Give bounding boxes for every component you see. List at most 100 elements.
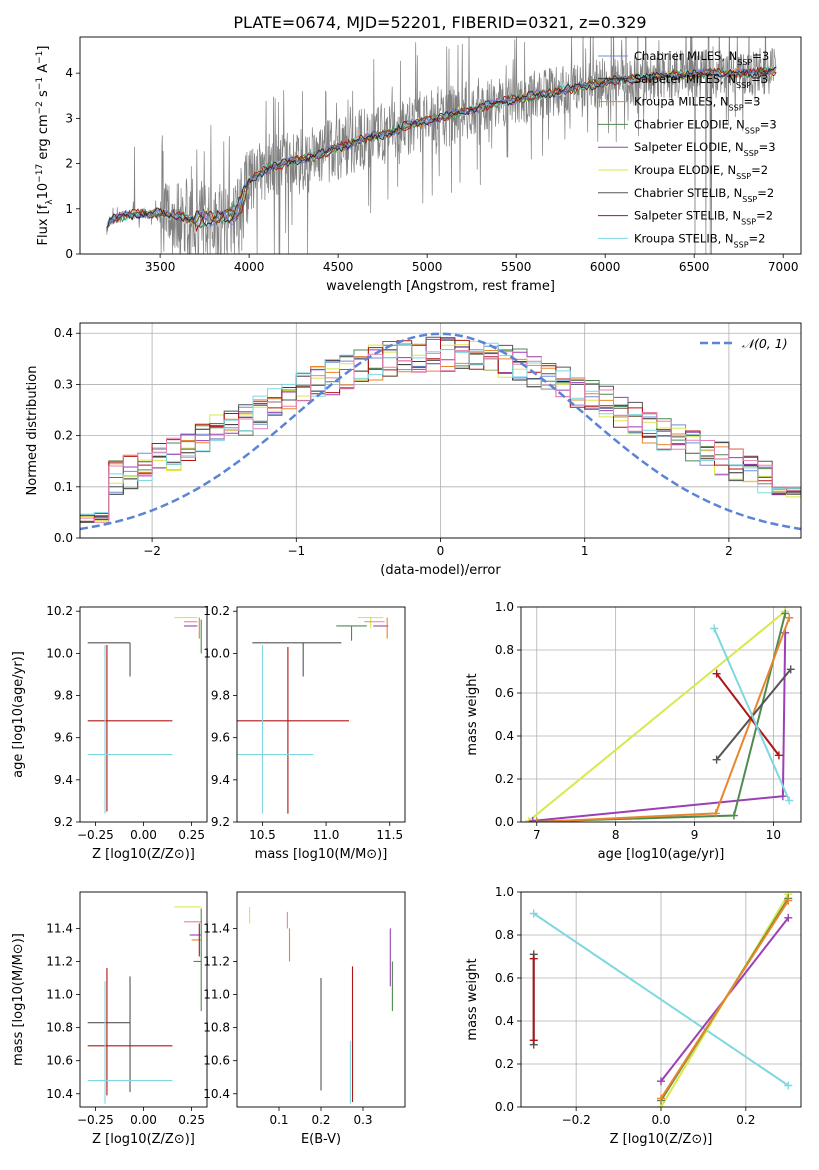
- x-tick-label: 0.25: [178, 1113, 205, 1127]
- legend-entry-sub: SSP: [742, 194, 757, 203]
- x-axis-label: age [log10(age/yr)]: [598, 847, 725, 862]
- y-tick-label: 0.8: [495, 643, 514, 657]
- legend-entry-name: Chabrier MILES, N: [634, 49, 737, 63]
- y-axis-label-part: 10: [36, 183, 51, 200]
- legend-entry-name: Chabrier ELODIE, N: [634, 117, 745, 131]
- y-axis-label-part: Flux [f: [36, 204, 51, 245]
- weight-point-marker: [710, 624, 719, 633]
- x-tick-label: 5500: [501, 260, 532, 274]
- legend-entry: 𝒩(0, 1): [742, 336, 788, 351]
- y-tick-label: 10.0: [203, 646, 230, 660]
- weight-point-marker: [785, 796, 794, 805]
- y-tick-label: 3: [65, 111, 73, 125]
- y-axis-label: mass [log10(M/M⊙)]: [11, 933, 26, 1066]
- weight-point-marker: [784, 1081, 793, 1090]
- x-tick-label: 0.00: [130, 1113, 157, 1127]
- x-tick-label: 10: [766, 828, 781, 842]
- weight-point-marker: [712, 669, 721, 678]
- plot-area: [524, 607, 795, 822]
- y-tick-label: 0.2: [495, 1057, 514, 1071]
- legend-entry-name: Salpeter ELODIE, N: [634, 140, 744, 154]
- y-tick-label: 0.6: [495, 971, 514, 985]
- y-tick-label: 0.6: [495, 686, 514, 700]
- y-tick-label: 9.8: [211, 689, 230, 703]
- legend-entry-sub: SSP: [736, 172, 751, 181]
- weight-line-chabrier-stelib: [715, 668, 792, 761]
- legend-entry-name: Salpeter MILES, N: [634, 72, 736, 86]
- y-tick-label: 11.0: [46, 988, 73, 1002]
- weight-point-marker: [712, 755, 721, 764]
- y-tick-label: 11.4: [46, 921, 73, 935]
- y-axis-label: age [log10(age/yr)]: [11, 651, 26, 778]
- legend-entry-value: =3: [751, 72, 768, 86]
- legend-entry: Kroupa STELIB, NSSP=2: [634, 231, 765, 249]
- observed-spectrum-line: [106, 37, 777, 254]
- plot-frame: [520, 891, 802, 1108]
- residuals-panel: −2 −1 0 1 2 0.0 0.1 0.2 0.3 0.4 (data-model)/error…: [25, 322, 802, 578]
- legend-entry: Kroupa ELODIE, NSSP=2: [634, 163, 768, 181]
- y-tick-label: 0.3: [54, 377, 73, 391]
- x-tick-label: 0.00: [130, 828, 157, 842]
- legend-entry-value: =2: [749, 231, 766, 245]
- plot-area: [80, 332, 801, 531]
- x-tick-label: 7000: [768, 260, 799, 274]
- plot-area: [87, 616, 202, 814]
- legend-entry: Chabrier MILES, NSSP=3: [634, 49, 769, 67]
- figure-title: PLATE=0674, MJD=52201, FIBERID=0321, z=0…: [233, 13, 646, 32]
- y-axis-label-part: −1: [35, 51, 45, 64]
- x-tick-label: 0.2: [311, 1113, 330, 1127]
- y-axis-label-part: s: [36, 90, 51, 101]
- plot-area: [529, 892, 793, 1107]
- legend-entry-sub: SSP: [729, 103, 744, 112]
- weight-line-kroupa-stelib: [533, 912, 789, 1087]
- legend-entry-name: Kroupa ELODIE, N: [634, 163, 736, 177]
- x-tick-label: 3500: [145, 260, 176, 274]
- weight-point-marker: [785, 613, 794, 622]
- x-tick-label: −0.25: [77, 1113, 114, 1127]
- age-vs-mass-panel: 10.5 11.0 11.5 9.2 9.4 9.6 9.8 10.0 10.2 mass [lo…: [203, 604, 406, 862]
- y-tick-label: 10.4: [203, 1087, 230, 1101]
- x-tick-label: 4500: [323, 260, 354, 274]
- legend-entry-value: =3: [752, 49, 769, 63]
- plot-area: [237, 616, 389, 814]
- y-axis-label-part: λ: [45, 199, 55, 205]
- weight-point-marker: [778, 792, 787, 801]
- model-spectrum-line-salpeter-miles: [106, 67, 777, 229]
- legend-entry: Kroupa MILES, NSSP=3: [634, 95, 760, 113]
- y-tick-label: 0.2: [54, 429, 73, 443]
- x-tick-label: 0.3: [353, 1113, 372, 1127]
- weight-point-marker: [657, 1077, 665, 1086]
- mass-vs-metallicity-panel: −0.25 0.00 0.25 10.4 10.6 10.8 11.0 11.2 11.4 Z […: [11, 891, 208, 1147]
- y-axis-label: Flux [fλ10−17 erg cm−2 s−1 A−1]: [35, 46, 55, 246]
- weight-point-marker: [532, 818, 541, 822]
- y-tick-label: 1.0: [495, 885, 514, 899]
- x-tick-label: 0.1: [269, 1113, 288, 1127]
- x-tick-label: −1: [287, 544, 305, 558]
- legend-entry-name: Salpeter STELIB, N: [634, 209, 741, 223]
- x-tick-label: −0.2: [562, 1113, 591, 1127]
- y-tick-label: 0.0: [495, 815, 514, 829]
- legend-entry-sub: SSP: [734, 240, 749, 249]
- weight-vs-age-panel: 7 8 9 10 0.0 0.2 0.4 0.6 0.8 1.0 age [log10(age/yr…: [465, 600, 802, 862]
- legend-entry: Salpeter ELODIE, NSSP=3: [634, 140, 776, 158]
- y-tick-label: 10.2: [46, 604, 73, 618]
- legend-entry-value: =2: [756, 209, 773, 223]
- weight-point-marker: [529, 909, 538, 918]
- legend-entry-sub: SSP: [741, 217, 756, 226]
- weight-point-marker: [784, 896, 793, 905]
- plot-area: [249, 906, 393, 1104]
- y-tick-label: 9.2: [54, 815, 73, 829]
- x-axis-label: (data-model)/error: [380, 563, 501, 578]
- x-tick-label: 5000: [412, 260, 443, 274]
- y-axis-label-part: ]: [36, 46, 51, 51]
- x-tick-label: 0.0: [651, 1113, 670, 1127]
- spectrum-panel: 3500 4000 4500 5000 5500 6000 6500 7000 0 1 2 3 4 wav…: [35, 36, 802, 294]
- x-axis-label: Z [log10(Z/Z⊙)]: [92, 847, 195, 862]
- y-axis-label: mass weight: [465, 673, 480, 755]
- plot-frame: [79, 891, 208, 1108]
- legend-entry-name: Chabrier STELIB, N: [634, 186, 742, 200]
- mass-vs-ebv-panel: 0.1 0.2 0.3 10.4 10.6 10.8 11.0 11.2 11.4 E(B-V): [203, 891, 406, 1147]
- y-tick-label: 0: [65, 247, 73, 261]
- y-tick-label: 1: [65, 202, 73, 216]
